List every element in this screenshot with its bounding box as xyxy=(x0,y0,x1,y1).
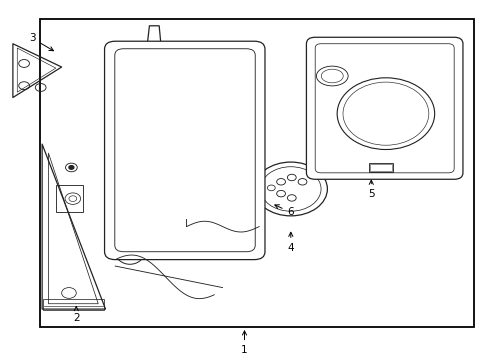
Bar xyxy=(194,193,204,202)
Text: 2: 2 xyxy=(73,307,80,323)
Circle shape xyxy=(69,166,74,169)
FancyBboxPatch shape xyxy=(115,49,255,252)
Text: 3: 3 xyxy=(29,33,53,51)
Bar xyxy=(368,163,392,172)
Bar xyxy=(56,185,82,212)
FancyBboxPatch shape xyxy=(306,37,462,179)
Bar xyxy=(232,197,264,212)
Bar xyxy=(369,164,391,171)
Text: 5: 5 xyxy=(367,180,374,199)
Bar xyxy=(223,202,232,210)
Bar xyxy=(43,299,104,310)
Text: 6: 6 xyxy=(274,205,294,217)
Bar xyxy=(40,19,473,327)
Bar xyxy=(178,192,194,205)
Text: 4: 4 xyxy=(287,232,294,253)
Bar xyxy=(234,199,262,211)
FancyBboxPatch shape xyxy=(315,44,453,173)
FancyBboxPatch shape xyxy=(104,41,264,260)
Text: 1: 1 xyxy=(241,331,247,355)
